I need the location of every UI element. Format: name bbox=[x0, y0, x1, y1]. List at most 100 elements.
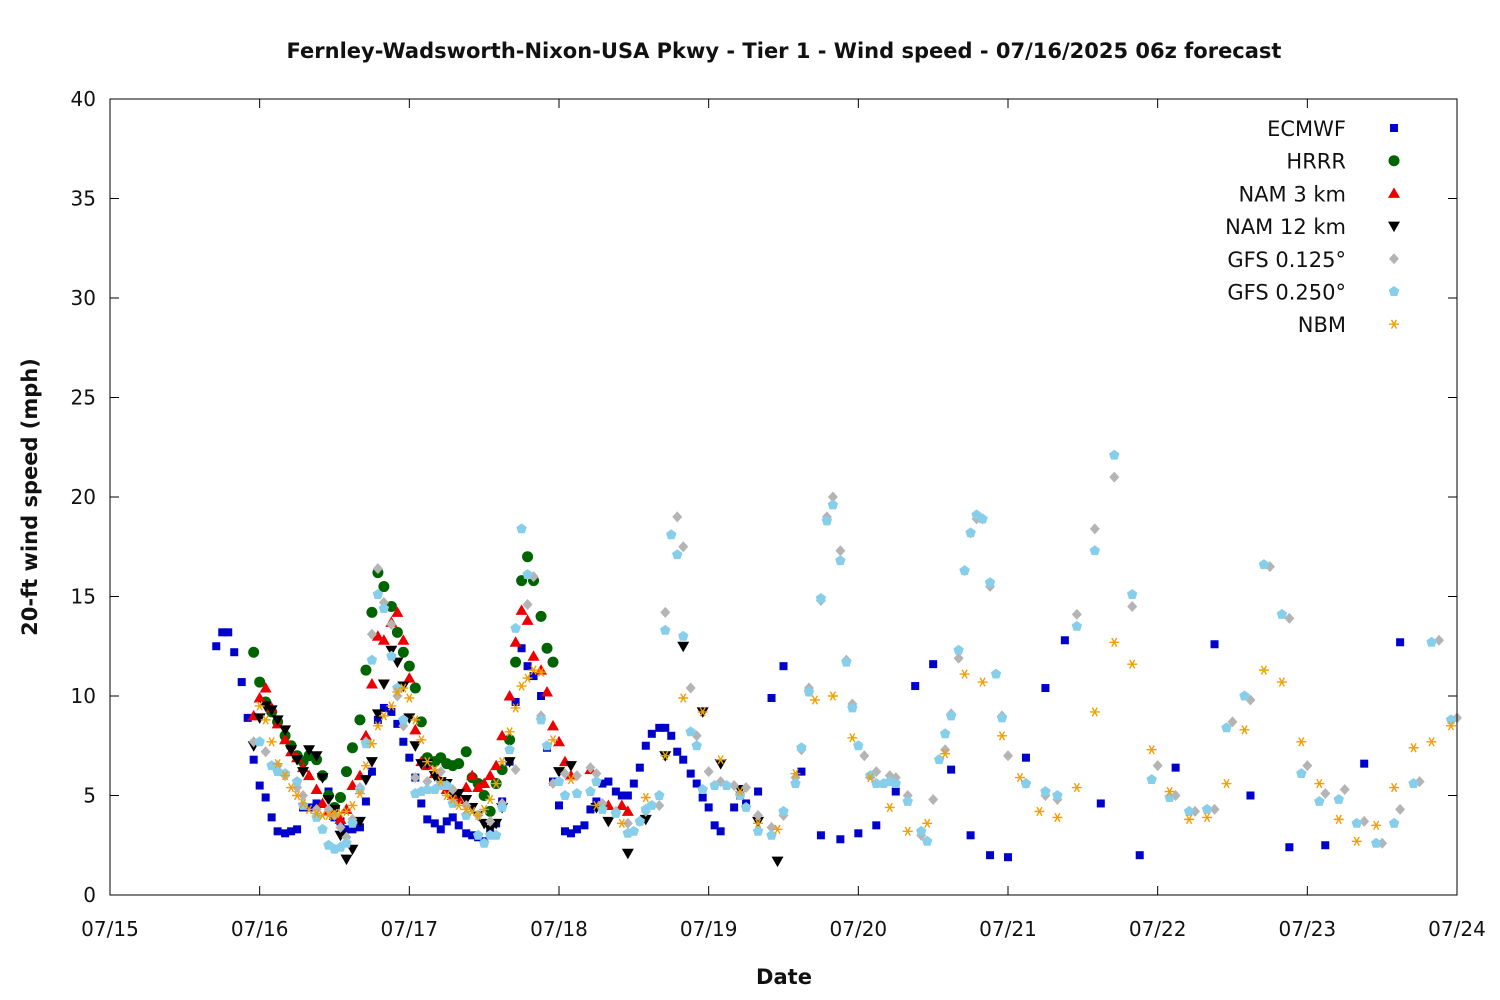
data-point bbox=[922, 818, 933, 829]
data-point bbox=[1396, 638, 1405, 647]
data-point bbox=[1184, 814, 1195, 825]
data-point bbox=[1284, 612, 1295, 624]
data-point bbox=[361, 797, 370, 806]
data-point bbox=[827, 491, 838, 503]
data-point bbox=[929, 660, 938, 669]
data-point bbox=[604, 777, 613, 786]
data-point bbox=[660, 751, 671, 761]
data-point bbox=[597, 803, 608, 814]
data-point bbox=[484, 805, 496, 817]
data-point bbox=[279, 725, 292, 736]
data-point bbox=[510, 764, 521, 776]
data-point bbox=[996, 712, 1008, 723]
data-point bbox=[692, 779, 701, 788]
data-point bbox=[678, 541, 689, 553]
data-point bbox=[847, 702, 858, 713]
data-point bbox=[1109, 449, 1120, 460]
data-point bbox=[602, 816, 615, 828]
data-point bbox=[535, 714, 547, 725]
data-point bbox=[366, 606, 378, 618]
data-point bbox=[565, 774, 576, 785]
data-point bbox=[617, 791, 626, 800]
legend-marker bbox=[1390, 124, 1398, 132]
y-tick-label: 25 bbox=[71, 386, 96, 410]
data-point bbox=[853, 740, 864, 751]
data-point bbox=[354, 788, 365, 799]
data-point bbox=[322, 794, 335, 806]
data-point bbox=[372, 563, 383, 575]
data-point bbox=[403, 660, 415, 672]
data-point bbox=[503, 757, 516, 768]
data-point bbox=[891, 787, 900, 796]
data-point bbox=[391, 606, 404, 617]
data-point bbox=[953, 644, 964, 655]
data-point bbox=[377, 679, 390, 691]
y-tick-label: 0 bbox=[83, 883, 96, 907]
data-point bbox=[997, 731, 1008, 741]
data-point bbox=[377, 634, 390, 645]
data-point bbox=[259, 701, 272, 712]
data-point bbox=[735, 786, 746, 797]
data-point bbox=[1052, 790, 1063, 800]
data-point bbox=[966, 831, 975, 840]
data-point bbox=[585, 762, 596, 774]
data-point bbox=[1127, 659, 1138, 669]
data-point bbox=[977, 513, 988, 524]
data-point bbox=[503, 690, 516, 701]
data-point bbox=[921, 835, 933, 846]
data-point bbox=[771, 856, 784, 868]
data-point bbox=[316, 773, 329, 784]
legend-marker bbox=[1389, 253, 1399, 265]
data-point bbox=[1314, 795, 1325, 806]
data-point bbox=[714, 759, 727, 770]
data-point bbox=[977, 677, 988, 687]
data-point bbox=[393, 719, 402, 728]
data-point bbox=[559, 790, 571, 800]
data-point bbox=[809, 695, 820, 705]
data-point bbox=[591, 768, 602, 780]
data-point bbox=[267, 813, 276, 822]
data-point bbox=[1296, 737, 1307, 747]
data-point bbox=[497, 756, 508, 767]
data-point bbox=[1426, 636, 1437, 647]
data-point bbox=[367, 767, 376, 776]
data-point bbox=[312, 799, 321, 808]
data-point bbox=[660, 624, 671, 635]
data-point bbox=[1239, 690, 1250, 701]
data-point bbox=[461, 804, 472, 815]
axes: 0 5 10 15 20 25 30 35 40 07/15 07/16 07/17 07/18 07/1… bbox=[71, 87, 1486, 941]
data-point bbox=[621, 805, 634, 816]
data-point bbox=[359, 729, 372, 741]
data-point bbox=[448, 813, 457, 822]
data-point bbox=[1333, 814, 1344, 825]
data-point bbox=[491, 778, 502, 789]
data-point bbox=[1333, 793, 1344, 804]
data-point bbox=[1040, 786, 1051, 796]
data-point bbox=[335, 808, 346, 819]
data-point bbox=[767, 693, 776, 702]
data-point bbox=[298, 798, 309, 809]
data-point bbox=[510, 656, 522, 668]
data-point bbox=[335, 821, 346, 833]
x-tick-label: 07/16 bbox=[231, 917, 289, 941]
data-point bbox=[311, 811, 322, 822]
series-nbm bbox=[254, 637, 1457, 846]
x-tick-label: 07/23 bbox=[1279, 917, 1337, 941]
data-point bbox=[591, 776, 602, 787]
data-point bbox=[655, 723, 664, 732]
data-point bbox=[468, 831, 477, 840]
data-point bbox=[1239, 725, 1250, 735]
y-axis-label: 20-ft wind speed (mph) bbox=[18, 358, 42, 636]
data-point bbox=[984, 577, 996, 588]
y-tick-label: 20 bbox=[71, 485, 96, 509]
data-point bbox=[1183, 805, 1195, 816]
data-point bbox=[1135, 851, 1144, 860]
legend: ECMWF HRRR NAM 3 km NAM 12 km GFS 0.125° GFS … bbox=[1225, 117, 1400, 337]
data-point bbox=[297, 767, 310, 778]
data-point bbox=[672, 511, 683, 523]
data-point bbox=[884, 802, 895, 813]
data-point bbox=[285, 745, 298, 756]
data-point bbox=[479, 804, 490, 815]
data-point bbox=[1227, 716, 1238, 728]
data-point bbox=[304, 804, 315, 815]
